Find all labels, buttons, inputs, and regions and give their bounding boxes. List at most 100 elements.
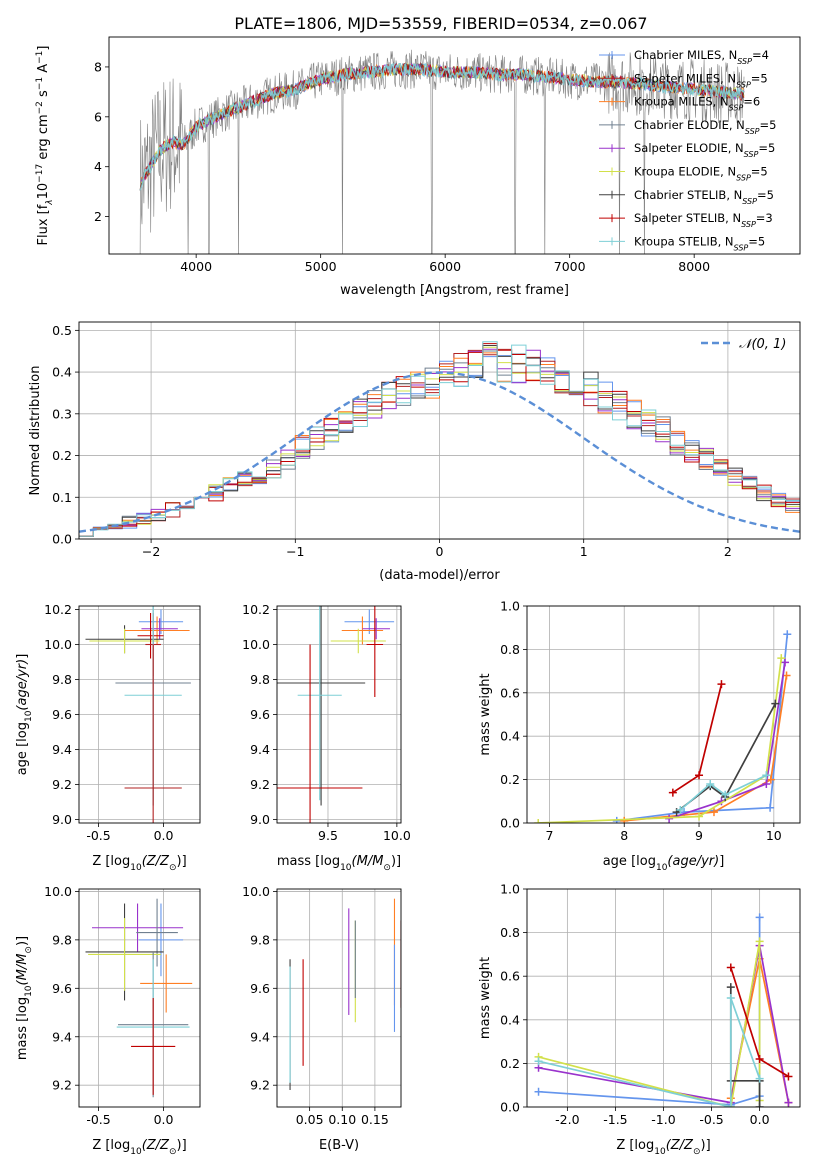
axes-frame [78, 321, 801, 540]
y-tick-label: 0.4 [500, 1012, 520, 1027]
weight-marker [726, 983, 735, 992]
y-tick-label: 0.8 [500, 642, 520, 657]
x-tick-label: 9 [695, 828, 703, 843]
panel-mass-vs-Z: -0.5 0.0 9.2 9.4 9.6 9.8 10.0 Z [log10(Z/Z⊙)] ma… [15, 884, 201, 1157]
y-tick-label: 9.0 [250, 812, 270, 827]
weight-marker [695, 812, 704, 821]
y-tick-label: 6 [94, 109, 102, 124]
panel-spectrum: 4000 5000 6000 7000 8000 2 4 6 8 Chabrier MILES, … [35, 36, 801, 298]
plot-area [534, 913, 793, 1107]
y-tick-label: 0.4 [52, 365, 72, 380]
y-tick-label: 9.2 [52, 1078, 72, 1093]
legend-label: Chabrier MILES, NSSP=4 [634, 48, 769, 66]
weight-marker [668, 788, 677, 797]
y-tick-label: 9.8 [250, 932, 270, 947]
y-axis-label: mass weight [478, 957, 493, 1039]
x-tick-label: -2.0 [555, 1112, 579, 1127]
x-tick-label: 10.0 [383, 828, 411, 843]
weight-marker [721, 790, 730, 799]
x-tick-label: −2 [142, 544, 160, 559]
weight-marker [762, 771, 771, 780]
weight-marker [726, 1103, 735, 1107]
y-tick-label: 10.2 [242, 602, 270, 617]
weight-series [672, 683, 723, 794]
legend-label: Salpeter ELODIE, NSSP=5 [634, 141, 775, 159]
y-axis-label: Flux [fλ10−17 erg cm−2 s−1 A−1] [35, 46, 55, 246]
x-tick-label: 8000 [678, 259, 710, 274]
y-tick-label: 9.6 [250, 707, 270, 722]
x-tick-label: -0.5 [86, 1112, 110, 1127]
y-tick-label: 9.4 [250, 1029, 270, 1044]
y-tick-label: 0.6 [500, 685, 520, 700]
y-axis-label: Normed distribution [28, 366, 43, 496]
weight-marker [706, 779, 715, 788]
weight-marker [755, 937, 764, 946]
axes-frame [276, 888, 402, 1108]
y-tick-label: 9.2 [250, 1078, 270, 1093]
x-tick-label: 6000 [429, 259, 461, 274]
x-tick-label: 2 [724, 544, 732, 559]
weight-series [538, 997, 761, 1107]
y-tick-label: 0.2 [500, 772, 520, 787]
y-tick-label: 0.8 [500, 925, 520, 940]
weight-marker [784, 1072, 793, 1081]
x-tick-label: −1 [286, 544, 304, 559]
axes-frame [526, 605, 801, 824]
gaussian-curve [79, 371, 800, 533]
axes-frame [526, 888, 801, 1108]
y-tick-label: 1.0 [500, 882, 520, 897]
y-tick-label: 9.6 [52, 707, 72, 722]
x-axis-label: mass [log10(M/M⊙)] [277, 854, 401, 873]
legend-label: Salpeter STELIB, NSSP=3 [634, 211, 773, 229]
weight-marker [676, 805, 685, 814]
x-tick-label: 5000 [305, 259, 337, 274]
axes-frame [108, 36, 801, 255]
y-axis-label: mass weight [478, 673, 493, 755]
panel-weight-vs-Z: -2.0 -1.5 -1.0 -0.5 0.0 0.0 0.2 0.4 0.6 0.8 1.0 Z [… [478, 882, 801, 1157]
x-tick-label: 0.05 [296, 1112, 324, 1127]
x-tick-label: 7 [545, 828, 553, 843]
x-tick-label: 7000 [554, 259, 586, 274]
weight-marker [766, 803, 775, 812]
weight-marker [534, 819, 543, 823]
legend-label: Chabrier ELODIE, NSSP=5 [634, 118, 776, 136]
weight-series [616, 634, 789, 822]
x-tick-label: 0 [436, 544, 444, 559]
y-tick-label: 0.2 [52, 448, 72, 463]
y-tick-label: 8 [94, 59, 102, 74]
weight-marker [620, 816, 629, 823]
y-tick-label: 10.0 [242, 637, 270, 652]
x-axis-label: Z [log10(Z/Z⊙)] [92, 854, 186, 873]
weight-marker [784, 1098, 793, 1107]
weight-marker [755, 1055, 764, 1064]
plot-area [534, 630, 792, 823]
plot-area [139, 49, 745, 254]
x-tick-label: 4000 [180, 259, 212, 274]
weight-series [538, 657, 783, 823]
y-tick-label: 0.1 [52, 490, 72, 505]
y-tick-label: 0.6 [500, 969, 520, 984]
weight-marker [755, 913, 764, 922]
panel-mass-vs-EBV: 0.05 0.10 0.15 9.2 9.4 9.6 9.8 10.0 E(B-V) [242, 884, 402, 1153]
legend-label: 𝒩(0, 1) [739, 337, 786, 352]
y-tick-label: 0.4 [500, 729, 520, 744]
y-tick-label: 9.2 [52, 777, 72, 792]
y-tick-label: 1.0 [500, 599, 520, 614]
model-spectrum [139, 62, 745, 191]
y-tick-label: 0.3 [52, 406, 72, 421]
y-tick-label: 9.2 [250, 777, 270, 792]
y-tick-label: 10.0 [44, 637, 72, 652]
legend-label: Kroupa ELODIE, NSSP=5 [634, 165, 768, 183]
y-tick-label: 0.0 [500, 1100, 520, 1115]
weight-marker [766, 775, 775, 784]
y-tick-label: 9.8 [52, 932, 72, 947]
weight-marker [781, 658, 790, 667]
panel-age-vs-mass: 9.5 10.0 9.0 9.2 9.4 9.6 9.8 10.0 10.2 mass [log1… [242, 602, 411, 873]
weight-marker [782, 671, 791, 680]
y-tick-label: 0.0 [52, 532, 72, 547]
weight-series [538, 941, 761, 1107]
x-tick-label: 8 [620, 828, 628, 843]
axes-frame [78, 605, 201, 824]
x-axis-label: Z [log10(Z/Z⊙)] [92, 1138, 186, 1157]
